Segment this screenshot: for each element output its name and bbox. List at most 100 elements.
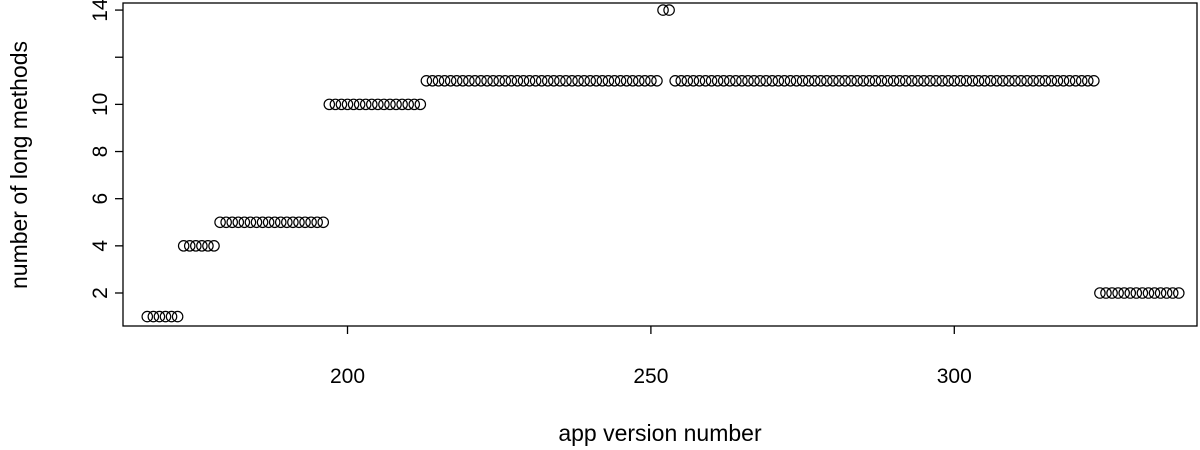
data-point: [378, 98, 390, 111]
data-point: [305, 216, 317, 229]
data-point: [584, 75, 597, 87]
x-tick-label: 200: [330, 365, 365, 388]
data-point: [742, 75, 754, 87]
data-point: [1112, 287, 1124, 299]
data-point: [450, 75, 463, 87]
data-point: [639, 75, 651, 87]
data-point: [463, 75, 475, 87]
plot-frame: [122, 2, 1198, 327]
x-axis: 200 250 300: [330, 326, 972, 388]
y-tick-label: 4: [89, 240, 112, 252]
data-point: [1027, 75, 1039, 87]
data-point: [863, 75, 876, 87]
data-point: [705, 75, 718, 87]
data-point: [748, 75, 760, 87]
data-point: [990, 75, 1003, 87]
data-point: [802, 75, 815, 87]
data-point: [645, 75, 657, 87]
data-point: [190, 240, 202, 252]
data-point: [147, 310, 160, 323]
data-point: [772, 75, 785, 87]
data-point: [978, 75, 991, 87]
data-point: [359, 98, 372, 111]
data-point: [687, 75, 700, 87]
data-point: [602, 75, 615, 87]
data-point: [1015, 75, 1027, 87]
data-point: [372, 98, 384, 111]
data-point: [590, 75, 603, 87]
data-point: [766, 75, 779, 87]
data-point: [402, 98, 414, 111]
data-point: [365, 98, 378, 111]
data-point: [244, 216, 257, 229]
data-point: [675, 75, 688, 87]
data-point: [287, 216, 299, 229]
data-point: [268, 216, 281, 229]
data-point: [657, 4, 669, 16]
data-point: [493, 75, 506, 87]
data-point: [651, 75, 663, 87]
data-point: [262, 216, 275, 229]
data-point: [420, 75, 433, 87]
data-point: [523, 75, 536, 87]
data-point: [1033, 75, 1046, 87]
data-point: [924, 75, 936, 87]
data-point: [1063, 75, 1076, 87]
data-point: [857, 75, 870, 87]
data-point: [918, 75, 930, 87]
data-point: [566, 75, 578, 87]
x-axis-title: app version number: [558, 420, 762, 446]
data-point: [214, 216, 226, 229]
data-point: [730, 75, 742, 87]
data-point: [954, 75, 967, 87]
data-point: [942, 75, 955, 87]
data-point: [177, 240, 190, 252]
data-point: [444, 75, 457, 87]
data-point: [881, 75, 894, 87]
data-point: [608, 75, 621, 87]
data-point: [293, 216, 305, 229]
data-point: [1021, 75, 1033, 87]
data-point: [141, 310, 154, 323]
data-point: [256, 216, 269, 229]
data-point: [930, 75, 942, 87]
data-point: [232, 216, 245, 229]
data-point: [887, 75, 900, 87]
data-point: [396, 98, 408, 111]
data-point: [159, 310, 172, 323]
data-point: [1106, 287, 1118, 299]
data-point: [548, 75, 560, 87]
data-point: [997, 75, 1009, 87]
data-point: [814, 75, 827, 87]
data-point: [414, 98, 427, 111]
data-point: [335, 98, 348, 111]
data-point: [833, 75, 845, 87]
data-point: [323, 98, 336, 111]
data-point: [936, 75, 948, 87]
x-tick-label: 250: [633, 365, 668, 388]
data-point: [681, 75, 694, 87]
data-point: [153, 310, 166, 323]
data-point: [238, 216, 251, 229]
data-point: [899, 75, 912, 87]
data-point: [596, 75, 609, 87]
data-point: [790, 75, 803, 87]
y-axis-title: number of long methods: [6, 41, 32, 289]
data-point: [723, 75, 736, 87]
data-point: [754, 75, 766, 87]
data-point: [869, 75, 882, 87]
data-point: [711, 75, 724, 87]
data-point: [717, 75, 730, 87]
data-point: [517, 75, 530, 87]
data-point: [183, 240, 196, 252]
data-point: [317, 216, 330, 229]
data-point: [778, 75, 791, 87]
data-point: [554, 75, 566, 87]
data-point: [620, 75, 633, 87]
data-point: [1154, 287, 1167, 299]
data-point: [984, 75, 997, 87]
data-point: [329, 98, 342, 111]
data-point: [499, 75, 512, 87]
data-point: [541, 75, 554, 87]
data-point: [1075, 75, 1088, 87]
